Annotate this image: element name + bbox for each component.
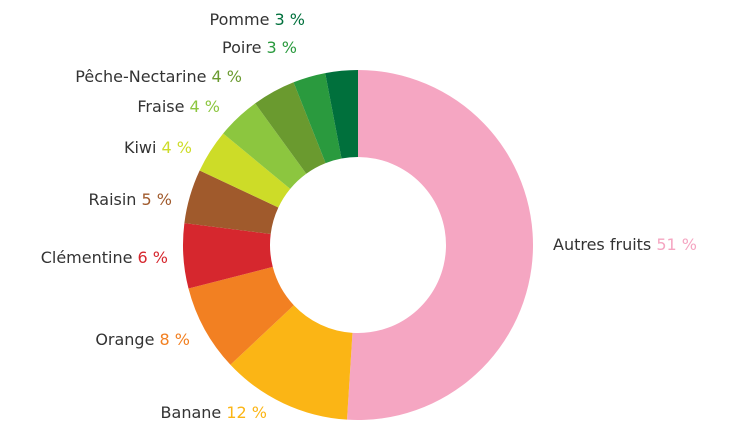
slice-label: Clémentine 6 %: [41, 248, 168, 267]
value-label: 4 %: [162, 138, 192, 157]
category-name: Clémentine: [41, 248, 133, 267]
slice-label: Orange 8 %: [95, 330, 190, 349]
slice-label: Pomme 3 %: [210, 10, 305, 29]
category-name: Kiwi: [124, 138, 156, 157]
value-label: 3 %: [267, 38, 297, 57]
value-label: 4 %: [212, 67, 242, 86]
slice: [183, 223, 273, 289]
value-label: 51 %: [656, 235, 697, 254]
slice-label: Kiwi 4 %: [124, 138, 192, 157]
category-name: Fraise: [137, 97, 184, 116]
slice-label: Autres fruits 51 %: [553, 235, 697, 254]
slice-label: Raisin 5 %: [89, 190, 173, 209]
slice-label: Banane 12 %: [161, 403, 267, 422]
category-name: Orange: [95, 330, 154, 349]
slice-label: Poire 3 %: [222, 38, 297, 57]
value-label: 5 %: [142, 190, 172, 209]
slice: [347, 70, 534, 420]
category-name: Banane: [161, 403, 222, 422]
slice: [325, 70, 358, 159]
category-name: Pêche-Nectarine: [75, 67, 206, 86]
category-name: Pomme: [210, 10, 270, 29]
slice: [223, 103, 307, 189]
slice: [293, 73, 342, 164]
category-name: Raisin: [89, 190, 137, 209]
slice: [255, 82, 326, 174]
category-name: Autres fruits: [553, 235, 651, 254]
slice-label: Fraise 4 %: [137, 97, 220, 116]
value-label: 12 %: [226, 403, 267, 422]
slice: [188, 266, 294, 365]
value-label: 3 %: [275, 10, 305, 29]
slice: [230, 305, 353, 420]
slice-label: Pêche-Nectarine 4 %: [75, 67, 242, 86]
value-label: 6 %: [138, 248, 168, 267]
value-label: 4 %: [190, 97, 220, 116]
slice: [199, 133, 291, 208]
slice: [184, 170, 279, 234]
value-label: 8 %: [160, 330, 190, 349]
category-name: Poire: [222, 38, 261, 57]
